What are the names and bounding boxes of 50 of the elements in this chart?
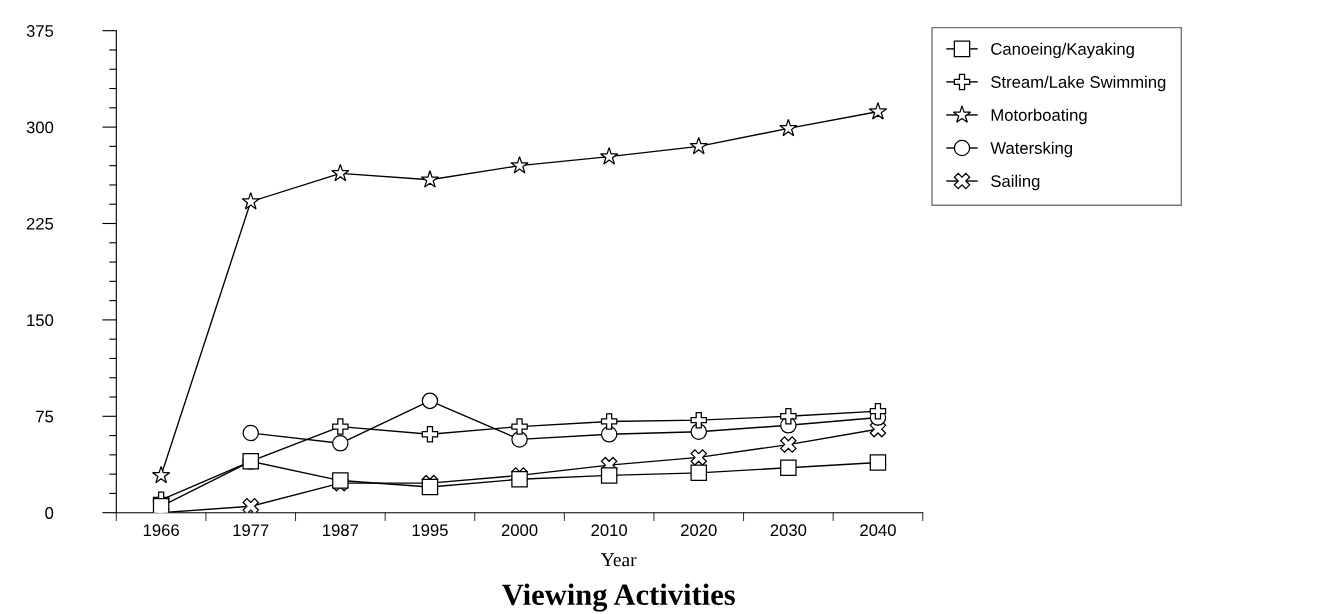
x-axis-title: Year [601, 553, 637, 567]
point [511, 471, 528, 488]
point [331, 163, 350, 182]
legend-label: Motorboating [991, 108, 1087, 125]
x-tick-label: 2000 [501, 524, 538, 537]
point [690, 464, 708, 482]
point [421, 426, 439, 443]
text: Viewing Activities [502, 583, 735, 612]
point [780, 436, 797, 453]
y-tick-label: 300 [26, 121, 54, 134]
x-tick-label: 1995 [412, 524, 448, 537]
point [600, 413, 618, 430]
legend-label: Sailing [991, 174, 1040, 191]
point [241, 191, 260, 210]
point [332, 435, 349, 452]
point [779, 118, 798, 137]
point [511, 418, 528, 435]
x-tick-label: 2020 [681, 524, 717, 537]
legend-label: Watersking [990, 141, 1072, 158]
point [869, 402, 887, 420]
point [242, 498, 260, 513]
point [780, 408, 797, 425]
point [599, 147, 619, 165]
point [151, 465, 171, 484]
legend-label: Canoeing/Kayaking [991, 42, 1134, 59]
point [690, 449, 708, 466]
point [152, 498, 170, 513]
y-tick-label: 375 [26, 25, 54, 37]
y-tick-label: 75 [36, 410, 54, 423]
point [332, 418, 349, 435]
point [868, 102, 888, 120]
legend-label: Stream/Lake Swimming [991, 75, 1166, 92]
point [690, 411, 708, 429]
point [780, 459, 797, 476]
point [869, 454, 887, 471]
x-tick-label: 1987 [323, 524, 359, 537]
y-tick-label: 225 [26, 217, 54, 230]
point [689, 136, 708, 155]
x-tick-label: 2010 [591, 524, 628, 537]
x-tick-label: 1966 [143, 524, 179, 537]
point [510, 156, 529, 174]
point [420, 170, 440, 188]
x-tick-label: 1977 [233, 524, 269, 537]
point [421, 478, 439, 496]
x-tick-label: 2040 [860, 524, 896, 537]
point [600, 467, 618, 484]
x-tick-label: 2030 [770, 524, 807, 537]
y-tick-label: 150 [27, 314, 54, 327]
point [421, 392, 439, 410]
y-tick-label: 0 [45, 507, 54, 519]
